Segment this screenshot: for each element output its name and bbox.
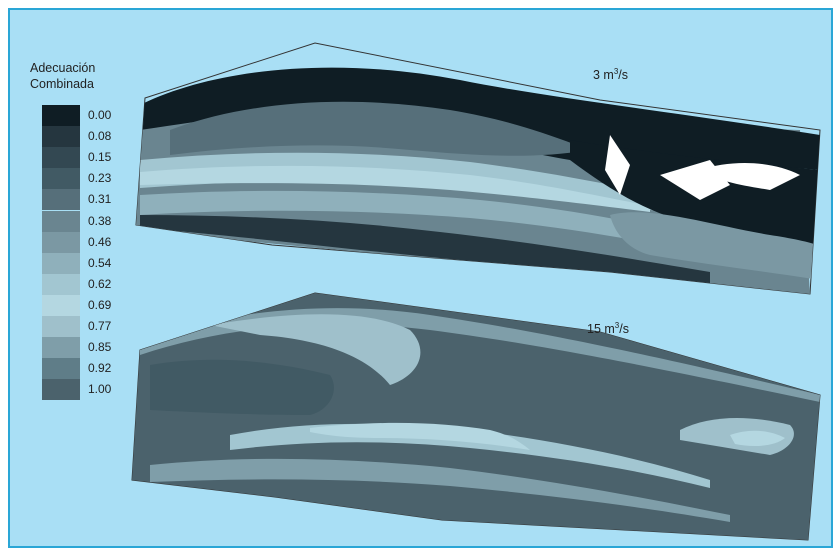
- legend-tick-label: 0.54: [88, 255, 112, 270]
- legend-tick-label: 0.85: [88, 340, 112, 355]
- map-15-upper-light: [210, 314, 421, 385]
- legend-swatch: [42, 316, 80, 338]
- legend-tick-label: 0.08: [88, 129, 112, 144]
- legend-swatch: [42, 105, 80, 127]
- map-15-lower-band: [150, 458, 730, 522]
- legend-tick-label: 0.62: [88, 276, 112, 291]
- legend-title-line2: Combinada: [30, 77, 94, 91]
- legend-swatch: [42, 126, 80, 148]
- legend-tick-label: 0.46: [88, 234, 112, 249]
- legend-tick-label: 0.00: [88, 108, 112, 122]
- map-15-right-patch: [730, 430, 785, 446]
- figure-frame: Adecuación Combinada 0.00 0.08 0.15 0.23 0.3…: [8, 8, 833, 548]
- map-3-outline: [135, 42, 821, 295]
- legend-swatch: [42, 231, 80, 253]
- map-3-flow-label: 3 m3/s: [593, 67, 629, 83]
- legend-tick-label: 0.77: [88, 319, 112, 333]
- legend-title-line1: Adecuación: [30, 61, 96, 75]
- map-15-lighter-band: [310, 422, 530, 450]
- legend-swatch: [42, 358, 80, 380]
- map-15-light-band: [230, 423, 710, 488]
- map-15-m3s: [131, 292, 821, 541]
- legend-tick-label: 0.23: [88, 171, 112, 186]
- map-3-m3s: [135, 42, 821, 295]
- map-3-lighter-band: [140, 165, 650, 212]
- map-15-middle-dark: [150, 359, 334, 415]
- legend-tick-label: 0.38: [88, 213, 112, 228]
- legend-swatch: [42, 147, 80, 169]
- legend-tick-label: 0.31: [88, 192, 112, 207]
- map-15-base: [132, 293, 820, 540]
- legend-swatch: [42, 189, 80, 211]
- map-3-holes: [605, 135, 800, 200]
- map-3-mixed-right: [610, 212, 820, 280]
- suitability-maps: [131, 42, 821, 541]
- map-3-mid-upper: [170, 101, 590, 156]
- legend-tick-label: 0.69: [88, 297, 112, 312]
- legend-swatch: [42, 168, 80, 190]
- legend-swatch: [42, 294, 80, 316]
- legend-tick-label: 0.92: [88, 361, 112, 376]
- legend-swatch: [42, 337, 80, 359]
- map-15-flow-label: 15 m3/s: [587, 321, 629, 337]
- map-3-dark-bottom: [140, 215, 710, 285]
- legend-colorbar: [42, 105, 80, 401]
- legend-tick-label: 0.15: [88, 150, 112, 165]
- legend-swatch: [42, 273, 80, 295]
- legend-swatch: [42, 252, 80, 274]
- legend-tick-label: 1.00: [88, 382, 112, 397]
- map-3-mid-band2: [140, 190, 710, 255]
- map-15-upper-band: [140, 308, 820, 402]
- legend-swatch: [42, 379, 80, 401]
- legend-swatch: [42, 210, 80, 232]
